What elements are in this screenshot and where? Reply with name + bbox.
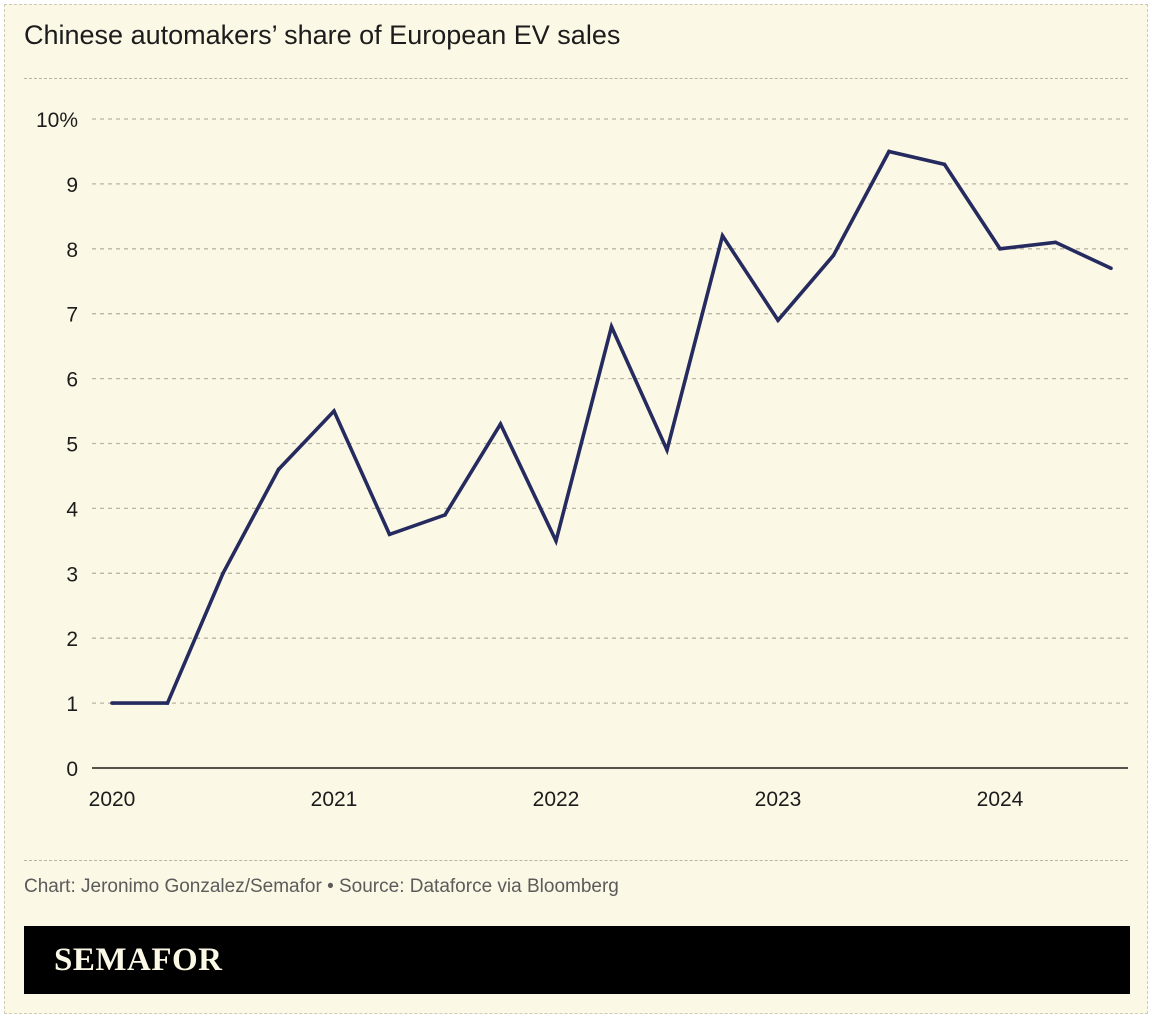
brand-banner: SEMAFOR [24,926,1130,994]
data-point [887,149,891,154]
data-point [1109,266,1113,271]
y-tick-label: 2 [66,628,78,651]
x-tick-label: 2024 [977,788,1024,811]
x-tick-label: 2020 [89,788,136,811]
data-point [554,539,558,543]
y-tick-label: 1 [66,693,78,716]
y-tick-label: 5 [66,434,78,457]
data-point [221,571,225,576]
data-point [942,162,947,167]
data-point [720,234,725,238]
x-tick-labels: 2020 2021 2022 2023 2024 [89,788,1024,811]
data-point [110,701,114,705]
data-point [665,448,669,452]
y-tick-label: 3 [66,563,78,586]
y-tick-label: 4 [66,498,78,521]
y-tick-label: 0 [66,758,78,781]
y-tick-labels: 0 1 2 3 4 5 6 7 8 9 10% [36,109,78,781]
data-series [110,149,1113,705]
line-chart: 0 1 2 3 4 5 6 7 8 9 10% 2020 2021 2022 2023 2024 [36,109,1128,811]
y-tick-label: 9 [66,174,78,197]
y-tick-label: 7 [66,304,78,327]
y-tick-label: 8 [66,239,78,262]
data-point [276,467,281,472]
data-point [165,701,170,705]
data-point [387,532,392,537]
y-tick-label: 6 [66,369,78,392]
top-divider [24,78,1128,79]
semafor-logo: SEMAFOR [54,942,223,978]
data-point [332,409,336,413]
data-point [831,253,836,258]
y-tick-label: 10% [36,109,78,132]
data-point [1053,240,1058,245]
data-point [609,324,614,329]
x-tick-label: 2021 [311,788,358,811]
x-tick-label: 2022 [533,788,580,811]
data-point [776,318,780,322]
data-point [498,422,503,426]
bottom-divider [24,860,1128,861]
x-tick-label: 2023 [755,788,802,811]
data-point [443,513,447,517]
data-point [998,247,1002,251]
series-line [112,149,1112,705]
chart-title: Chinese automakers’ share of European EV… [24,20,621,50]
chart-credit: Chart: Jeronimo Gonzalez/Semafor • Sourc… [24,876,619,897]
